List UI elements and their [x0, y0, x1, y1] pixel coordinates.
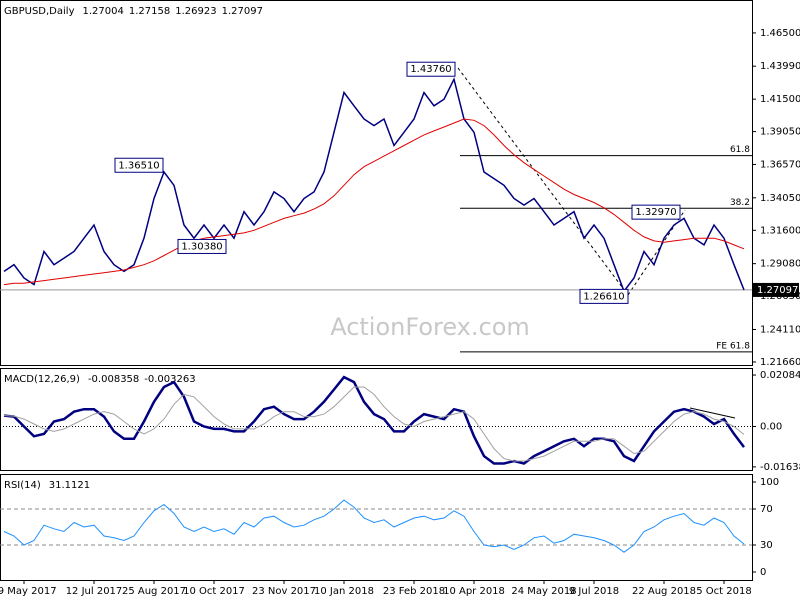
y-tick-label: 0.020848: [760, 370, 800, 381]
y-tick-label: 100: [760, 477, 779, 488]
header-value: 1.27004: [83, 6, 124, 17]
y-tick-label: 1.29080: [760, 259, 800, 270]
y-tick-label: 1.24110: [760, 325, 800, 336]
x-tick-label: 10 Oct 2017: [183, 586, 245, 597]
y-tick-label: 1.34050: [760, 193, 800, 204]
annotation-label: 1.32970: [635, 207, 676, 218]
annotation-box: [631, 204, 681, 220]
annotation-label: 1.36510: [118, 160, 159, 171]
panel-title: RSI(14) 31.1121: [4, 480, 90, 491]
x-tick-label: 24 May 2018: [511, 586, 576, 597]
y-tick-label: -0.016389: [760, 462, 800, 473]
header-value: 1.27158: [129, 6, 170, 17]
annotation-box: [177, 238, 227, 254]
header-value: 1.26923: [175, 6, 216, 17]
x-tick-label: 23 Nov 2017: [252, 586, 316, 597]
trend-line: [457, 67, 629, 296]
x-tick-label: 10 Jan 2018: [314, 586, 374, 597]
y-tick-label: 1.43990: [760, 61, 800, 72]
x-tick-label: 29 May 2017: [0, 586, 57, 597]
title-text: RSI(14): [4, 480, 41, 491]
header-value: 31.1121: [49, 480, 90, 491]
y-tick-label: 1.39050: [760, 127, 800, 138]
y-tick-label: 0.00: [760, 421, 782, 432]
x-tick-label: 25 Aug 2017: [122, 586, 186, 597]
x-tick-label: 23 Feb 2018: [383, 586, 445, 597]
header-value: 1.27097: [222, 6, 263, 17]
y-tick-label: 1.41500: [760, 94, 800, 105]
title-text: MACD(12,26,9): [4, 374, 80, 385]
fib-label: FE 61.8: [716, 341, 750, 351]
annotation-label: 1.26610: [583, 291, 624, 302]
annotation-label: 1.43760: [410, 64, 451, 75]
fib-label: 61.8: [730, 145, 750, 155]
header-value: -0.003263: [144, 374, 195, 385]
last-price-label: 1.27097: [757, 285, 798, 296]
annotation-box: [579, 288, 629, 304]
y-tick-label: 30: [760, 540, 773, 551]
annotation-box: [406, 61, 456, 77]
fib-label: 38.2: [730, 198, 750, 208]
series-line: [3, 375, 745, 465]
series-line: [3, 386, 745, 462]
watermark: ActionForex.com: [330, 313, 530, 341]
y-tick-label: 1.21660: [760, 357, 800, 368]
macd-trend-line: [689, 407, 736, 419]
panel-title: MACD(12,26,9) -0.008358 -0.003263: [4, 374, 196, 385]
y-tick-label: 0: [760, 567, 766, 578]
y-tick-label: 70: [760, 504, 773, 515]
last-price-box: [753, 282, 799, 297]
y-tick-label: 1.46500: [760, 28, 800, 39]
panel-title: GBPUSD,Daily 1.27004 1.27158 1.26923 1.27097: [4, 6, 263, 17]
rsi-panel: [0, 474, 753, 581]
series-line: [3, 118, 745, 286]
title-text: GBPUSD,Daily: [4, 6, 75, 17]
series-line: [3, 499, 745, 553]
x-tick-label: 22 Aug 2018: [632, 586, 696, 597]
annotation-label: 1.30380: [181, 241, 222, 252]
x-tick-label: 5 Oct 2018: [696, 586, 751, 597]
y-tick-label: 1.36570: [760, 159, 800, 170]
y-tick-label: 1.31600: [760, 225, 800, 236]
header-value: -0.008358: [88, 374, 139, 385]
x-tick-label: 12 Jul 2017: [66, 586, 123, 597]
x-tick-label: 10 Apr 2018: [443, 586, 505, 597]
annotation-box: [114, 157, 164, 173]
macd-panel: [0, 368, 753, 471]
x-tick-label: 9 Jul 2018: [569, 586, 619, 597]
price-panel: [0, 0, 753, 366]
